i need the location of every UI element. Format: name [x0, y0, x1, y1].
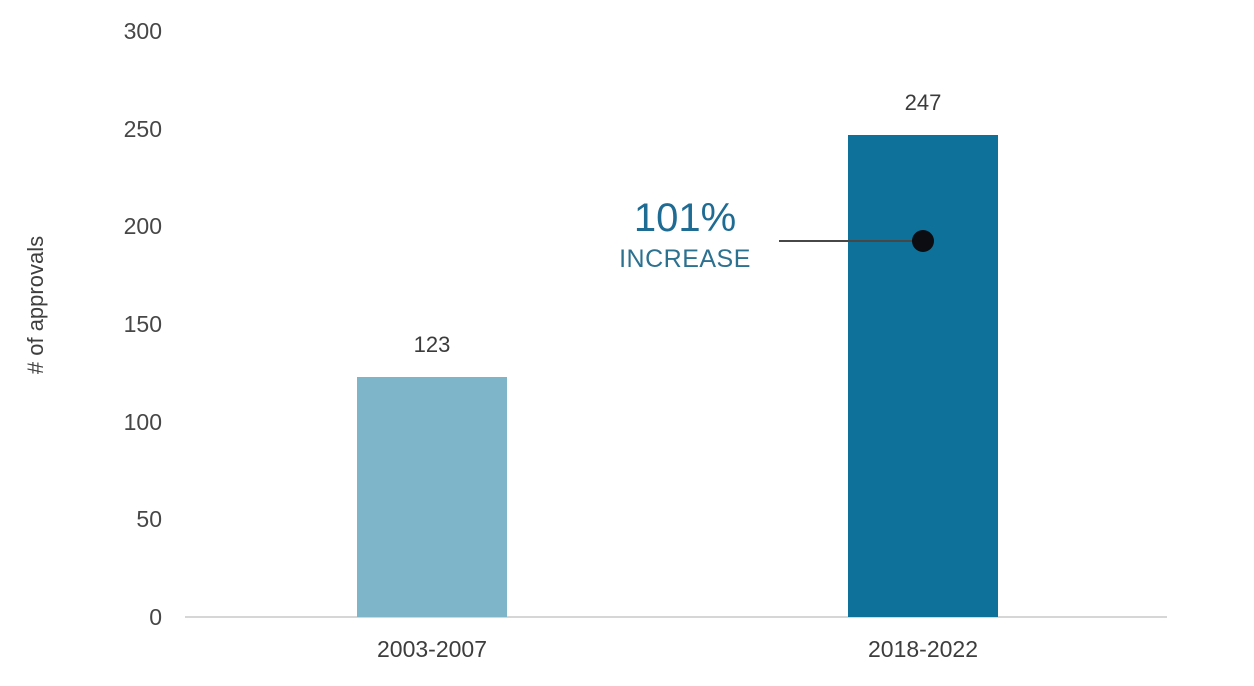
- annotation-percent-text: 101%: [633, 196, 737, 240]
- y-tick-label: 250: [123, 115, 162, 142]
- y-tick-label: 100: [123, 408, 162, 435]
- y-tick-label: 0: [149, 604, 162, 630]
- y-axis-title: # of approvals: [23, 235, 48, 375]
- y-tick-label: 300: [123, 18, 162, 44]
- x-tick-label: 2003-2007: [377, 636, 487, 662]
- y-tick-label: 150: [123, 311, 162, 337]
- annotation-increase-text: INCREASE: [619, 245, 751, 273]
- increase-annotation: 101% INCREASE: [600, 196, 770, 274]
- bar-2003-2007: [357, 376, 507, 617]
- annotation-leader-line: [779, 240, 923, 242]
- y-tick-label: 200: [123, 213, 162, 240]
- bar-value-label: 247: [904, 89, 942, 115]
- annotation-dot-marker: [912, 230, 934, 252]
- bar-2018-2022: [848, 134, 998, 617]
- y-tick-label: 50: [136, 506, 162, 533]
- x-axis-line: [185, 616, 1167, 618]
- bar-value-label: 123: [413, 331, 451, 357]
- x-tick-label: 2018-2022: [868, 636, 978, 662]
